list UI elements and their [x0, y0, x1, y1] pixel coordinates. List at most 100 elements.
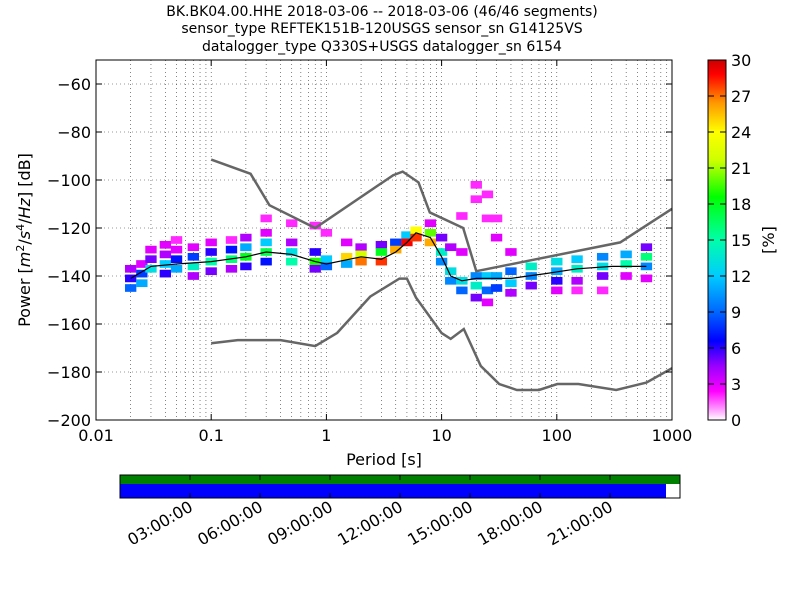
x-tick-label: 0.01 — [78, 426, 114, 445]
psd-cell — [375, 240, 388, 249]
psd-cell — [551, 276, 563, 285]
colorbar-label: [%] — [759, 226, 778, 254]
y-tick-label: −160 — [47, 315, 91, 334]
psd-cell — [481, 190, 494, 199]
psd-cell — [187, 243, 200, 252]
plot-background — [96, 60, 672, 420]
psd-cell — [490, 284, 503, 292]
psd-cell — [187, 262, 200, 271]
psd-cell — [159, 260, 172, 268]
psd-cell — [205, 248, 217, 256]
mean-psd-line — [130, 232, 647, 282]
psd-cell — [505, 279, 517, 288]
psd-cell — [240, 262, 252, 271]
psd-cell — [136, 260, 148, 268]
x-tick-label: 10 — [431, 426, 451, 445]
psd-cell — [390, 245, 402, 254]
psd-cell — [470, 293, 482, 302]
x-tick-label: 1 — [321, 426, 331, 445]
y-ticks: −60 −80 −100 −120 −140 −160 −180 −200 — [47, 75, 672, 430]
y-tick-label: −200 — [47, 411, 91, 430]
psd-cell — [620, 272, 632, 280]
psd-cell — [170, 245, 183, 254]
psd-cell — [320, 262, 333, 271]
title-line-3: datalogger_type Q330S+USGS datalogger_sn… — [202, 39, 562, 55]
psd-cell — [481, 286, 494, 295]
psd-cell — [456, 286, 468, 295]
title-line-1: BK.BK04.00.HHE 2018-03-06 -- 2018-03-06 … — [166, 4, 598, 20]
psd-cell — [571, 255, 583, 264]
psd-cell — [355, 243, 367, 252]
y-tick-label: −80 — [57, 123, 91, 142]
x-axis-label: Period [s] — [346, 450, 422, 469]
time-tick-label: 03:00:00 — [124, 497, 196, 549]
psd-cell — [145, 245, 157, 254]
time-tick-label: 18:00:00 — [474, 497, 546, 549]
psd-cell — [490, 233, 503, 242]
psd-cell — [596, 252, 609, 261]
mean-curve — [130, 232, 647, 282]
psd-cell — [525, 262, 537, 271]
time-tick-label: 21:00:00 — [544, 497, 616, 549]
psd-cell — [596, 262, 609, 271]
psd-cell — [286, 248, 298, 256]
psd-cell — [620, 260, 632, 268]
psd-cell — [490, 272, 503, 280]
colorbar: 0 3 6 9 12 15 18 21 24 27 30 [%] — [707, 51, 778, 430]
psd-cell — [375, 257, 388, 266]
noise-models — [210, 158, 673, 392]
x-tick-label: 1000 — [652, 426, 693, 445]
psd-cell — [170, 264, 183, 273]
psd-cell — [470, 281, 482, 290]
psd-cell — [620, 250, 632, 259]
psd-cell — [341, 260, 353, 268]
psd-cell — [505, 267, 517, 276]
psd-cell — [551, 267, 563, 276]
x-tick-label: 100 — [542, 426, 573, 445]
psd-cell — [225, 264, 238, 273]
psd-cell — [401, 231, 413, 240]
psd-cell — [435, 248, 448, 256]
psd-cell — [225, 245, 238, 254]
noise-model-nlnm — [211, 277, 673, 392]
colorbar-tick-label: 27 — [731, 87, 751, 106]
colorbar-tick-label: 30 — [731, 51, 751, 70]
psd-cell — [355, 250, 367, 259]
plot-area: 0.01 0.1 1 10 100 1000 −60 −80 −100 −120 −140 −160… — [47, 59, 692, 445]
coverage-used — [120, 484, 666, 498]
psd-cell — [286, 257, 298, 266]
psd-cell — [309, 248, 321, 256]
psd-cell — [159, 269, 172, 278]
psd-cell — [445, 276, 457, 285]
psd-cell — [481, 272, 494, 280]
psd-cell — [341, 252, 353, 261]
psd-cell — [640, 262, 653, 271]
psd-cell — [505, 248, 517, 256]
psd-cell — [551, 286, 563, 295]
psd-cell — [410, 233, 422, 242]
psd-cell — [470, 195, 482, 204]
psd-cell — [320, 228, 333, 237]
psd-cell — [286, 238, 298, 247]
title-line-2: sensor_type REFTEK151B-120USGS sensor_sn… — [181, 21, 582, 37]
y-tick-label: −60 — [57, 75, 91, 94]
y-tick-label: −100 — [47, 171, 91, 190]
colorbar-tick-label: 18 — [731, 195, 751, 214]
psd-cell — [260, 257, 272, 266]
y-axis-label: Power [m2/s4/Hz] [dB] — [14, 153, 34, 327]
colorbar-tick-label: 6 — [731, 339, 741, 358]
y-tick-label: −120 — [47, 219, 91, 238]
noise-model-nhnm — [210, 158, 673, 273]
psd-cell — [445, 243, 457, 252]
psd-cell — [286, 219, 298, 228]
psd-cell — [260, 228, 272, 237]
psd-cell — [571, 286, 583, 295]
psd-cell — [456, 248, 468, 256]
psd-cell — [125, 284, 137, 292]
psd-cell — [136, 279, 148, 288]
x-ticks: 0.01 0.1 1 10 100 1000 — [78, 60, 692, 445]
colorbar-tick-label: 15 — [731, 231, 751, 250]
psd-cell — [481, 298, 494, 307]
psd-cell — [505, 288, 517, 297]
